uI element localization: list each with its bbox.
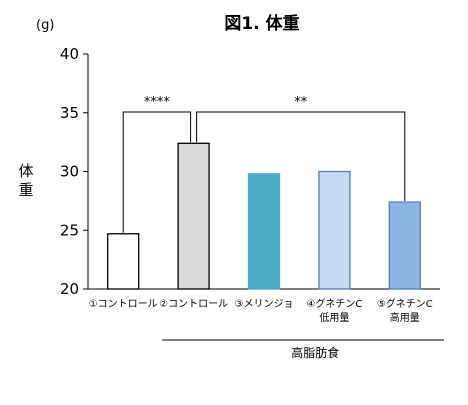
x-tick-label: 低用量 xyxy=(319,311,349,324)
bars xyxy=(107,142,421,290)
x-tick-label: 高用量 xyxy=(390,311,420,324)
y-axis-label-char: 重 xyxy=(18,181,33,199)
significance-label: ** xyxy=(294,95,308,110)
y-axis-unit: (g) xyxy=(36,18,54,33)
bar xyxy=(177,142,210,290)
group-annotation: 高脂肪食 xyxy=(162,339,444,360)
x-tick-label: ④グネチンC xyxy=(306,297,362,310)
significance-brackets: **** ** xyxy=(122,95,406,233)
y-tick-label: 20 xyxy=(60,280,79,298)
y-axis-label: 体重 xyxy=(18,162,33,199)
x-tick-label: ⑤グネチンC xyxy=(377,297,433,310)
bar xyxy=(247,173,281,290)
bar xyxy=(388,201,421,290)
x-tick-label: ①コントロール xyxy=(89,299,158,310)
y-tick-label: 40 xyxy=(60,45,79,63)
significance-bracket xyxy=(122,111,192,233)
significance-label: **** xyxy=(144,95,171,110)
group-label: 高脂肪食 xyxy=(291,345,339,360)
y-tick-label: 25 xyxy=(60,221,79,239)
y-axis: 20 25 30 35 40 xyxy=(60,45,89,298)
bar xyxy=(318,170,351,290)
x-tick-label: ③メリンジョ xyxy=(235,299,294,310)
x-tick-label: ②コントロール xyxy=(159,299,228,310)
significance-bracket xyxy=(196,111,406,202)
y-tick-label: 35 xyxy=(60,104,79,122)
y-axis-label-char: 体 xyxy=(18,162,33,180)
chart-title: 図1. 体重 xyxy=(224,13,299,34)
bar xyxy=(107,233,140,290)
y-tick-label: 30 xyxy=(60,163,79,181)
